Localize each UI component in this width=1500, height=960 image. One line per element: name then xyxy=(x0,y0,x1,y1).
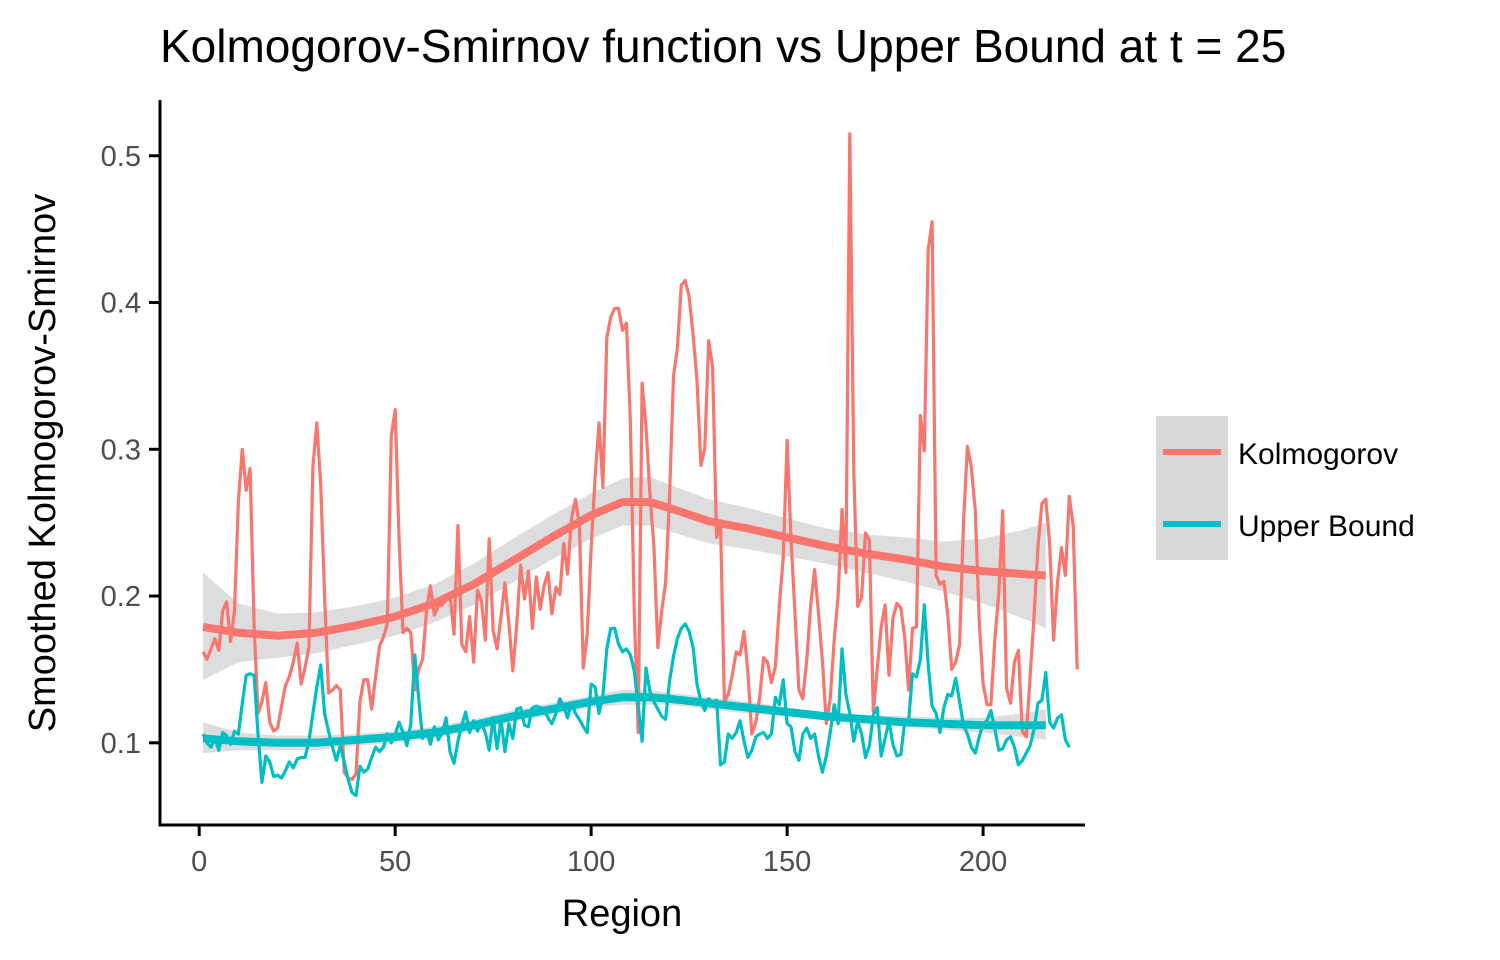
legend-item-kolmogorov: Kolmogorov xyxy=(1156,416,1398,488)
confidence-ribbon-kolmogorov xyxy=(203,477,1046,680)
smoothed-series-lines xyxy=(202,498,1047,747)
legend-item-upper-bound: Upper Bound xyxy=(1156,488,1415,560)
series-line-kolmogorov xyxy=(201,132,1079,782)
y-ticks: 0.1 0.2 0.3 0.4 0.5 xyxy=(101,141,160,760)
y-tick-label: 0.5 xyxy=(101,141,141,173)
raw-series-lines xyxy=(201,132,1079,798)
x-tick-label: 200 xyxy=(959,846,1007,878)
smoothed-line-upper-bound xyxy=(202,693,1046,747)
chart-title: Kolmogorov-Smirnov function vs Upper Bou… xyxy=(160,20,1286,72)
series-line-upper-bound xyxy=(201,603,1071,798)
legend: Kolmogorov Upper Bound xyxy=(1156,416,1415,560)
axes: 0 50 100 150 200 0.1 0.2 0.3 0.4 0.5 xyxy=(101,100,1085,878)
y-tick-label: 0.4 xyxy=(101,288,141,320)
x-axis-title: Region xyxy=(562,893,682,935)
plot-area xyxy=(201,132,1079,798)
y-axis-title: Smoothed Kolmogorov-Smirnov xyxy=(22,194,64,733)
legend-label-kolmogorov: Kolmogorov xyxy=(1238,438,1398,471)
x-tick-label: 150 xyxy=(763,846,811,878)
y-tick-label: 0.2 xyxy=(101,581,141,613)
x-ticks: 0 50 100 150 200 xyxy=(191,825,1007,878)
legend-label-upper-bound: Upper Bound xyxy=(1238,510,1415,543)
x-tick-label: 50 xyxy=(379,846,411,878)
smoothed-line-kolmogorov xyxy=(202,498,1047,640)
x-tick-label: 100 xyxy=(567,846,615,878)
y-tick-label: 0.3 xyxy=(101,434,141,466)
y-tick-label: 0.1 xyxy=(101,728,141,760)
x-tick-label: 0 xyxy=(191,846,207,878)
